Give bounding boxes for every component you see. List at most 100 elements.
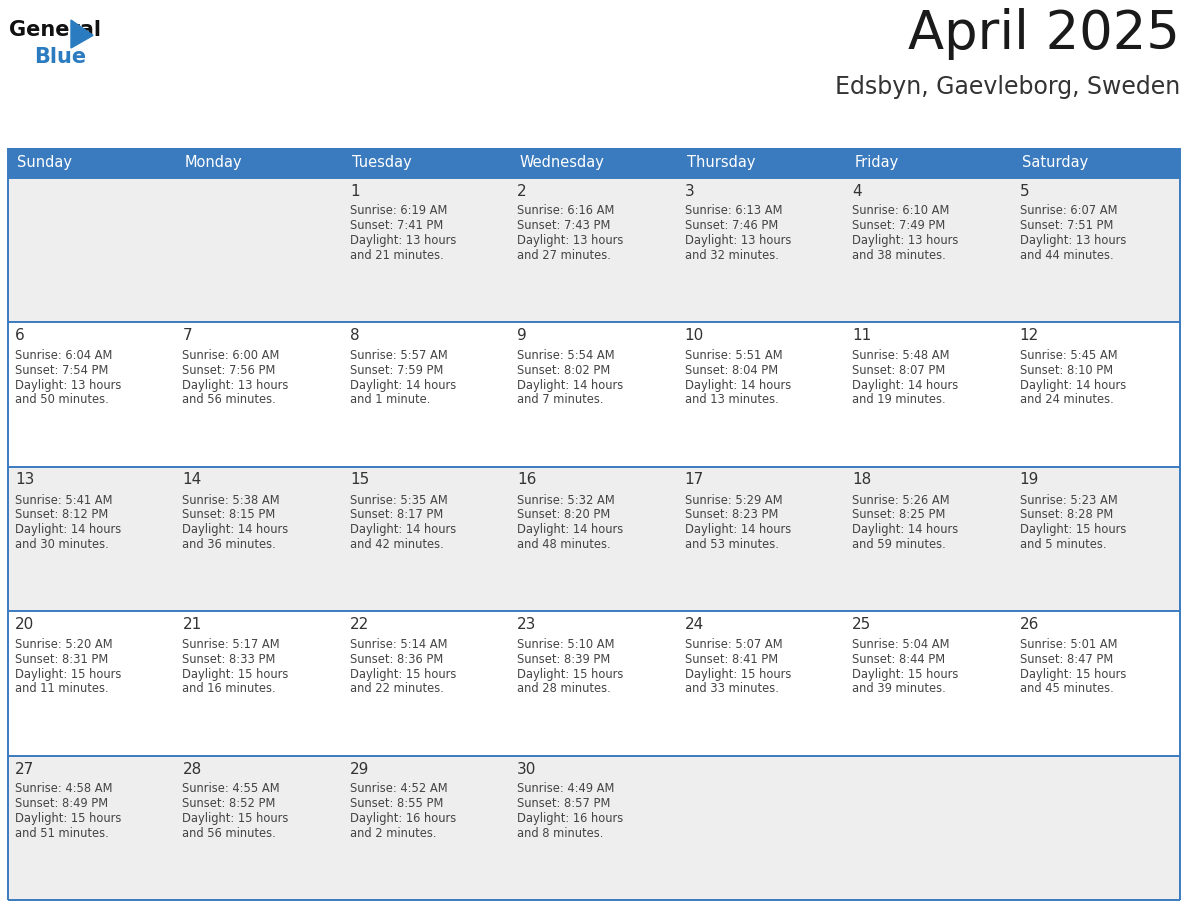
Text: Daylight: 13 hours: Daylight: 13 hours <box>183 378 289 392</box>
Text: Blue: Blue <box>34 47 86 67</box>
Bar <box>8 466 1180 611</box>
Text: and 24 minutes.: and 24 minutes. <box>1019 394 1113 407</box>
Text: 12: 12 <box>1019 328 1038 343</box>
Text: Sunrise: 5:04 AM: Sunrise: 5:04 AM <box>852 638 949 651</box>
Text: Sunset: 8:28 PM: Sunset: 8:28 PM <box>1019 509 1113 521</box>
Text: and 13 minutes.: and 13 minutes. <box>684 394 778 407</box>
Text: Sunrise: 6:04 AM: Sunrise: 6:04 AM <box>15 349 113 362</box>
Text: April 2025: April 2025 <box>908 8 1180 60</box>
Text: Sunset: 8:44 PM: Sunset: 8:44 PM <box>852 653 946 666</box>
Text: 6: 6 <box>15 328 25 343</box>
Text: Daylight: 15 hours: Daylight: 15 hours <box>852 667 959 680</box>
Text: 14: 14 <box>183 473 202 487</box>
Bar <box>845 148 1012 177</box>
Text: Daylight: 15 hours: Daylight: 15 hours <box>1019 667 1126 680</box>
Text: Sunrise: 6:07 AM: Sunrise: 6:07 AM <box>1019 205 1117 218</box>
Text: and 30 minutes.: and 30 minutes. <box>15 538 109 551</box>
Text: 5: 5 <box>1019 184 1029 198</box>
Text: Daylight: 14 hours: Daylight: 14 hours <box>517 523 624 536</box>
Text: Sunset: 8:12 PM: Sunset: 8:12 PM <box>15 509 108 521</box>
Bar <box>8 148 176 177</box>
Text: and 2 minutes.: and 2 minutes. <box>349 827 436 840</box>
Text: Sunset: 8:49 PM: Sunset: 8:49 PM <box>15 798 108 811</box>
Text: and 22 minutes.: and 22 minutes. <box>349 682 444 696</box>
Text: and 53 minutes.: and 53 minutes. <box>684 538 778 551</box>
Text: Sunset: 8:33 PM: Sunset: 8:33 PM <box>183 653 276 666</box>
Text: Sunrise: 5:57 AM: Sunrise: 5:57 AM <box>349 349 448 362</box>
Text: Sunrise: 6:10 AM: Sunrise: 6:10 AM <box>852 205 949 218</box>
Text: 20: 20 <box>15 617 34 632</box>
Text: Sunset: 8:41 PM: Sunset: 8:41 PM <box>684 653 778 666</box>
Text: Sunrise: 5:51 AM: Sunrise: 5:51 AM <box>684 349 783 362</box>
Text: Sunset: 8:02 PM: Sunset: 8:02 PM <box>517 364 611 376</box>
Text: and 16 minutes.: and 16 minutes. <box>183 682 276 696</box>
Text: Daylight: 13 hours: Daylight: 13 hours <box>1019 234 1126 247</box>
Text: Sunrise: 4:52 AM: Sunrise: 4:52 AM <box>349 782 448 796</box>
Text: Sunrise: 5:10 AM: Sunrise: 5:10 AM <box>517 638 614 651</box>
Text: Sunday: Sunday <box>17 155 72 170</box>
Text: 22: 22 <box>349 617 369 632</box>
Text: 9: 9 <box>517 328 527 343</box>
Text: Sunrise: 5:41 AM: Sunrise: 5:41 AM <box>15 494 113 507</box>
Text: and 27 minutes.: and 27 minutes. <box>517 249 611 262</box>
Text: Sunset: 7:46 PM: Sunset: 7:46 PM <box>684 219 778 232</box>
Text: 24: 24 <box>684 617 704 632</box>
Text: Sunset: 7:41 PM: Sunset: 7:41 PM <box>349 219 443 232</box>
Bar <box>8 611 1180 756</box>
Text: and 59 minutes.: and 59 minutes. <box>852 538 946 551</box>
Text: Sunrise: 5:07 AM: Sunrise: 5:07 AM <box>684 638 783 651</box>
Text: Daylight: 14 hours: Daylight: 14 hours <box>852 378 959 392</box>
Text: Sunrise: 6:16 AM: Sunrise: 6:16 AM <box>517 205 614 218</box>
Text: 16: 16 <box>517 473 537 487</box>
Text: Sunset: 8:07 PM: Sunset: 8:07 PM <box>852 364 946 376</box>
Text: and 56 minutes.: and 56 minutes. <box>183 827 276 840</box>
Bar <box>1012 148 1180 177</box>
Text: Sunset: 8:04 PM: Sunset: 8:04 PM <box>684 364 778 376</box>
Text: 30: 30 <box>517 762 537 777</box>
Text: Daylight: 14 hours: Daylight: 14 hours <box>684 523 791 536</box>
Text: Sunset: 7:54 PM: Sunset: 7:54 PM <box>15 364 108 376</box>
Text: 2: 2 <box>517 184 527 198</box>
Text: and 32 minutes.: and 32 minutes. <box>684 249 778 262</box>
Text: Daylight: 15 hours: Daylight: 15 hours <box>183 667 289 680</box>
Text: Sunset: 7:43 PM: Sunset: 7:43 PM <box>517 219 611 232</box>
Text: Sunset: 8:17 PM: Sunset: 8:17 PM <box>349 509 443 521</box>
Text: 29: 29 <box>349 762 369 777</box>
Text: Sunrise: 4:49 AM: Sunrise: 4:49 AM <box>517 782 614 796</box>
Text: and 44 minutes.: and 44 minutes. <box>1019 249 1113 262</box>
Text: Sunrise: 6:00 AM: Sunrise: 6:00 AM <box>183 349 280 362</box>
Text: Daylight: 15 hours: Daylight: 15 hours <box>15 667 121 680</box>
Text: 1: 1 <box>349 184 360 198</box>
Text: Sunrise: 5:54 AM: Sunrise: 5:54 AM <box>517 349 615 362</box>
Polygon shape <box>71 20 93 48</box>
Text: Sunrise: 6:19 AM: Sunrise: 6:19 AM <box>349 205 447 218</box>
Text: Sunset: 8:20 PM: Sunset: 8:20 PM <box>517 509 611 521</box>
Text: Sunset: 7:49 PM: Sunset: 7:49 PM <box>852 219 946 232</box>
Text: and 11 minutes.: and 11 minutes. <box>15 682 108 696</box>
Text: 13: 13 <box>15 473 34 487</box>
Text: Sunset: 8:10 PM: Sunset: 8:10 PM <box>1019 364 1113 376</box>
Text: and 56 minutes.: and 56 minutes. <box>183 394 276 407</box>
Text: Sunrise: 5:45 AM: Sunrise: 5:45 AM <box>1019 349 1117 362</box>
Text: Daylight: 14 hours: Daylight: 14 hours <box>684 378 791 392</box>
Text: Sunset: 8:57 PM: Sunset: 8:57 PM <box>517 798 611 811</box>
Text: 7: 7 <box>183 328 192 343</box>
Text: 28: 28 <box>183 762 202 777</box>
Text: Sunset: 8:31 PM: Sunset: 8:31 PM <box>15 653 108 666</box>
Text: and 8 minutes.: and 8 minutes. <box>517 827 604 840</box>
Text: General: General <box>10 20 101 40</box>
Text: Sunset: 7:56 PM: Sunset: 7:56 PM <box>183 364 276 376</box>
Text: Daylight: 15 hours: Daylight: 15 hours <box>349 667 456 680</box>
Text: 18: 18 <box>852 473 871 487</box>
Text: and 33 minutes.: and 33 minutes. <box>684 682 778 696</box>
Text: Sunrise: 5:17 AM: Sunrise: 5:17 AM <box>183 638 280 651</box>
Text: Sunset: 8:39 PM: Sunset: 8:39 PM <box>517 653 611 666</box>
Bar <box>677 148 845 177</box>
Text: Thursday: Thursday <box>687 155 756 170</box>
Text: 3: 3 <box>684 184 695 198</box>
Text: 8: 8 <box>349 328 360 343</box>
Text: Daylight: 15 hours: Daylight: 15 hours <box>684 667 791 680</box>
Text: Sunrise: 5:14 AM: Sunrise: 5:14 AM <box>349 638 448 651</box>
Text: Friday: Friday <box>854 155 898 170</box>
Bar <box>176 148 343 177</box>
